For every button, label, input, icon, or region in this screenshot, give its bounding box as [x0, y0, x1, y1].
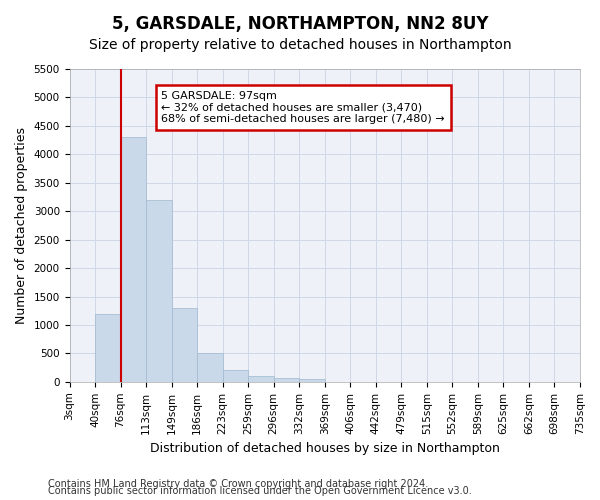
Bar	[172, 308, 197, 382]
Bar	[197, 354, 223, 382]
Bar	[146, 200, 172, 382]
Bar	[223, 370, 248, 382]
Text: Size of property relative to detached houses in Northampton: Size of property relative to detached ho…	[89, 38, 511, 52]
Text: Contains public sector information licensed under the Open Government Licence v3: Contains public sector information licen…	[48, 486, 472, 496]
Text: Contains HM Land Registry data © Crown copyright and database right 2024.: Contains HM Land Registry data © Crown c…	[48, 479, 428, 489]
Text: 5, GARSDALE, NORTHAMPTON, NN2 8UY: 5, GARSDALE, NORTHAMPTON, NN2 8UY	[112, 15, 488, 33]
Bar	[95, 314, 121, 382]
Text: 5 GARSDALE: 97sqm
← 32% of detached houses are smaller (3,470)
68% of semi-detac: 5 GARSDALE: 97sqm ← 32% of detached hous…	[161, 91, 445, 124]
Bar	[274, 378, 299, 382]
Bar	[121, 138, 146, 382]
Y-axis label: Number of detached properties: Number of detached properties	[15, 127, 28, 324]
X-axis label: Distribution of detached houses by size in Northampton: Distribution of detached houses by size …	[150, 442, 500, 455]
Bar	[299, 379, 325, 382]
Bar	[248, 376, 274, 382]
